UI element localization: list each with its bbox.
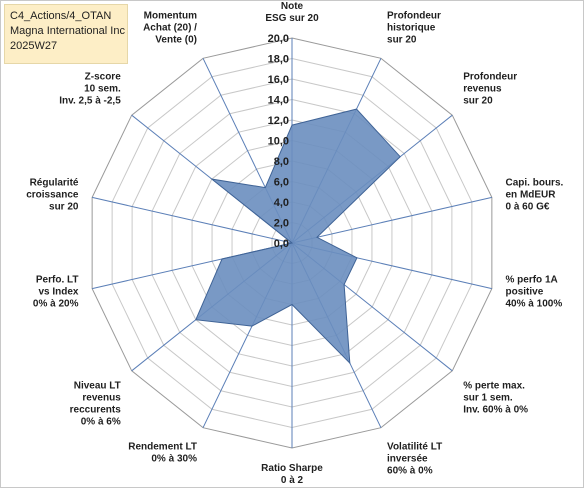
axis-label-6: % perte max. sur 1 sem. Inv. 60% à 0%: [463, 381, 528, 416]
axis-label-5: % perfo 1A positive 40% à 100%: [506, 275, 563, 310]
tick-label: 2,0: [274, 218, 289, 230]
spoke-4: [291, 196, 492, 244]
radar-tick-labels: 0,0 2,0 4,0 6,0 8,0 10,0 12,0 14,0 16,0 18,0 20,0: [268, 33, 289, 250]
tick-label: 18,0: [268, 54, 289, 66]
tick-label: 20,0: [268, 33, 289, 45]
spoke-12: [92, 196, 293, 244]
axis-label-3: Profondeur revenus sur 20: [463, 71, 517, 106]
axis-label-13: Z-score 10 sem. Inv. 2,5 à -2,5: [59, 71, 121, 106]
axis-label-14: Momentum Achat (20) / Vente (0): [143, 11, 197, 46]
axis-label-9: Rendement LT 0% à 30%: [128, 441, 197, 464]
axis-label-2: Profondeur historique sur 20: [387, 11, 441, 46]
axis-label-11: Perfo. LT vs Index 0% à 20%: [33, 275, 79, 310]
radar-series: [195, 108, 401, 365]
chart-title-box: C4_Actions/4_OTAN Magna International In…: [4, 4, 128, 64]
tick-label: 6,0: [274, 177, 289, 189]
title-line-2: Magna International Inc: [10, 25, 125, 37]
tick-label: 0,0: [274, 238, 289, 250]
axis-label-12: Régularité croissance sur 20: [26, 177, 79, 212]
axis-label-7: Volatilité LT inversée 60% à 0%: [387, 441, 442, 476]
tick-label: 10,0: [268, 136, 289, 148]
axis-label-1: Note ESG sur 20: [265, 1, 319, 24]
tick-label: 8,0: [274, 156, 289, 168]
radar-axis-labels: Note ESG sur 20 Profondeur historique sur 20…: [26, 1, 563, 486]
tick-label: 4,0: [274, 197, 289, 209]
axis-label-4: Capi. bours. en MdEUR 0 à 60 G€: [506, 177, 564, 212]
axis-label-8: Ratio Sharpe 0 à 2: [261, 463, 323, 486]
tick-label: 16,0: [268, 74, 289, 86]
tick-label: 14,0: [268, 95, 289, 107]
title-line-3: 2025W27: [10, 40, 58, 52]
axis-label-10: Niveau LT revenus reccurents 0% à 6%: [70, 381, 122, 428]
series-area: [195, 108, 401, 365]
title-line-1: C4_Actions/4_OTAN: [10, 10, 112, 22]
tick-label: 12,0: [268, 115, 289, 127]
